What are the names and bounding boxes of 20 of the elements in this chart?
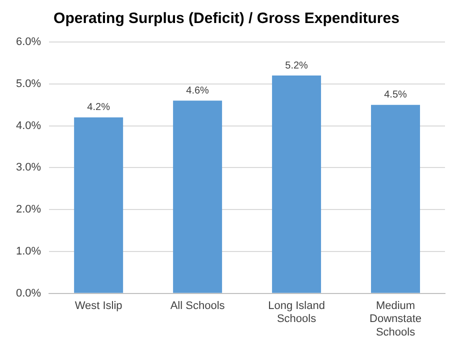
y-tick-label: 6.0% (16, 36, 42, 48)
bar (272, 76, 322, 293)
x-tick-label: West Islip (74, 300, 122, 312)
y-tick-label: 3.0% (16, 162, 42, 174)
y-tick-label: 0.0% (16, 287, 42, 300)
x-tick-label: All Schools (170, 300, 226, 312)
x-tick-label: Medium Downstate Schools (370, 300, 422, 338)
data-label: 4.2% (87, 102, 110, 114)
y-tick-label: 5.0% (16, 78, 42, 90)
data-label: 4.5% (384, 90, 408, 101)
data-label: 5.2% (285, 60, 308, 72)
chart-title: Operating Surplus (Deficit) / Gross Expenditures (54, 10, 400, 28)
y-tick-label: 1.0% (16, 246, 42, 258)
bar (173, 100, 222, 293)
x-tick-label: Long Island Schools (268, 300, 325, 326)
data-label: 4.6% (186, 85, 210, 96)
y-tick-label: 2.0% (16, 204, 42, 216)
bar (371, 104, 420, 293)
bar (74, 117, 124, 293)
y-tick-label: 4.0% (16, 120, 42, 132)
